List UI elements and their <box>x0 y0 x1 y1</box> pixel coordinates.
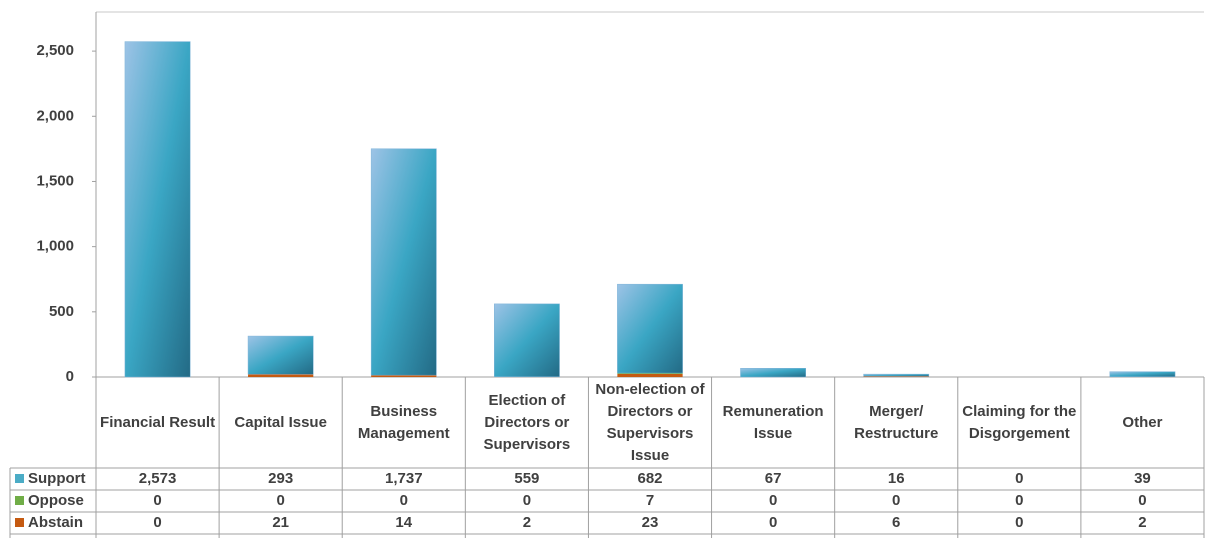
table-value: 0 <box>769 492 777 509</box>
table-value: 14 <box>395 514 412 531</box>
category-label: Non-election of Directors or Supervisors… <box>595 380 705 464</box>
category-label: Business Management <box>357 402 450 442</box>
bar-segment <box>863 376 929 377</box>
legend-swatch <box>15 474 24 483</box>
bar-segment <box>617 283 683 374</box>
legend-label: Oppose <box>28 492 84 509</box>
bar-segment <box>863 373 930 377</box>
y-tick-label: 500 <box>49 303 74 320</box>
table-value: 0 <box>400 492 408 509</box>
table-value: 67 <box>765 470 782 487</box>
category-label: Merger/ Restructure <box>854 402 939 442</box>
table-value: 2 <box>523 514 531 531</box>
table-value: 21 <box>272 514 289 531</box>
legend-label: Support <box>28 470 86 487</box>
table-value: 2 <box>1138 514 1146 531</box>
table-value: 0 <box>523 492 531 509</box>
category-label: Capital Issue <box>234 413 327 431</box>
y-tick-label: 1,000 <box>36 238 74 255</box>
table-value: 7 <box>646 492 654 509</box>
table-value: 0 <box>1138 492 1146 509</box>
table-value: 559 <box>514 470 539 487</box>
table-value: 0 <box>153 514 161 531</box>
table-value: 682 <box>637 470 662 487</box>
bar-segment <box>1109 371 1176 377</box>
legend-label: Abstain <box>28 514 83 531</box>
bar-segment <box>494 303 560 377</box>
bar-segment <box>124 41 191 378</box>
table-value: 39 <box>1134 470 1151 487</box>
category-label: Remuneration Issue <box>722 402 824 442</box>
table-value: 1,737 <box>385 470 423 487</box>
bar-segment <box>247 335 314 375</box>
y-tick-label: 0 <box>66 368 74 385</box>
table-value: 0 <box>1015 470 1023 487</box>
bar-segment <box>617 374 683 377</box>
bar-segment <box>371 375 437 377</box>
legend-swatch <box>15 518 24 527</box>
bar-segment <box>740 368 806 378</box>
bar-segment <box>370 148 437 376</box>
table-value: 293 <box>268 470 293 487</box>
table-value: 0 <box>1015 514 1023 531</box>
y-tick-label: 2,500 <box>36 42 74 59</box>
bar-segment <box>248 374 314 377</box>
bar-segment <box>617 373 683 375</box>
y-tick-label: 1,500 <box>36 172 74 189</box>
table-value: 23 <box>642 514 659 531</box>
y-tick-label: 2,000 <box>36 107 74 124</box>
table-value: 0 <box>769 514 777 531</box>
table-value: 0 <box>153 492 161 509</box>
category-label: Claiming for the Disgorgement <box>962 402 1077 442</box>
table-value: 2,573 <box>139 470 177 487</box>
legend-swatch <box>15 496 24 505</box>
table-value: 16 <box>888 470 905 487</box>
table-value: 0 <box>892 492 900 509</box>
category-label: Other <box>1122 413 1163 431</box>
category-label: Election of Directors or Supervisors <box>483 391 571 453</box>
table-value: 0 <box>276 492 284 509</box>
category-label: Financial Result <box>100 413 216 431</box>
table-value: 0 <box>1015 492 1023 509</box>
table-value: 6 <box>892 514 900 531</box>
